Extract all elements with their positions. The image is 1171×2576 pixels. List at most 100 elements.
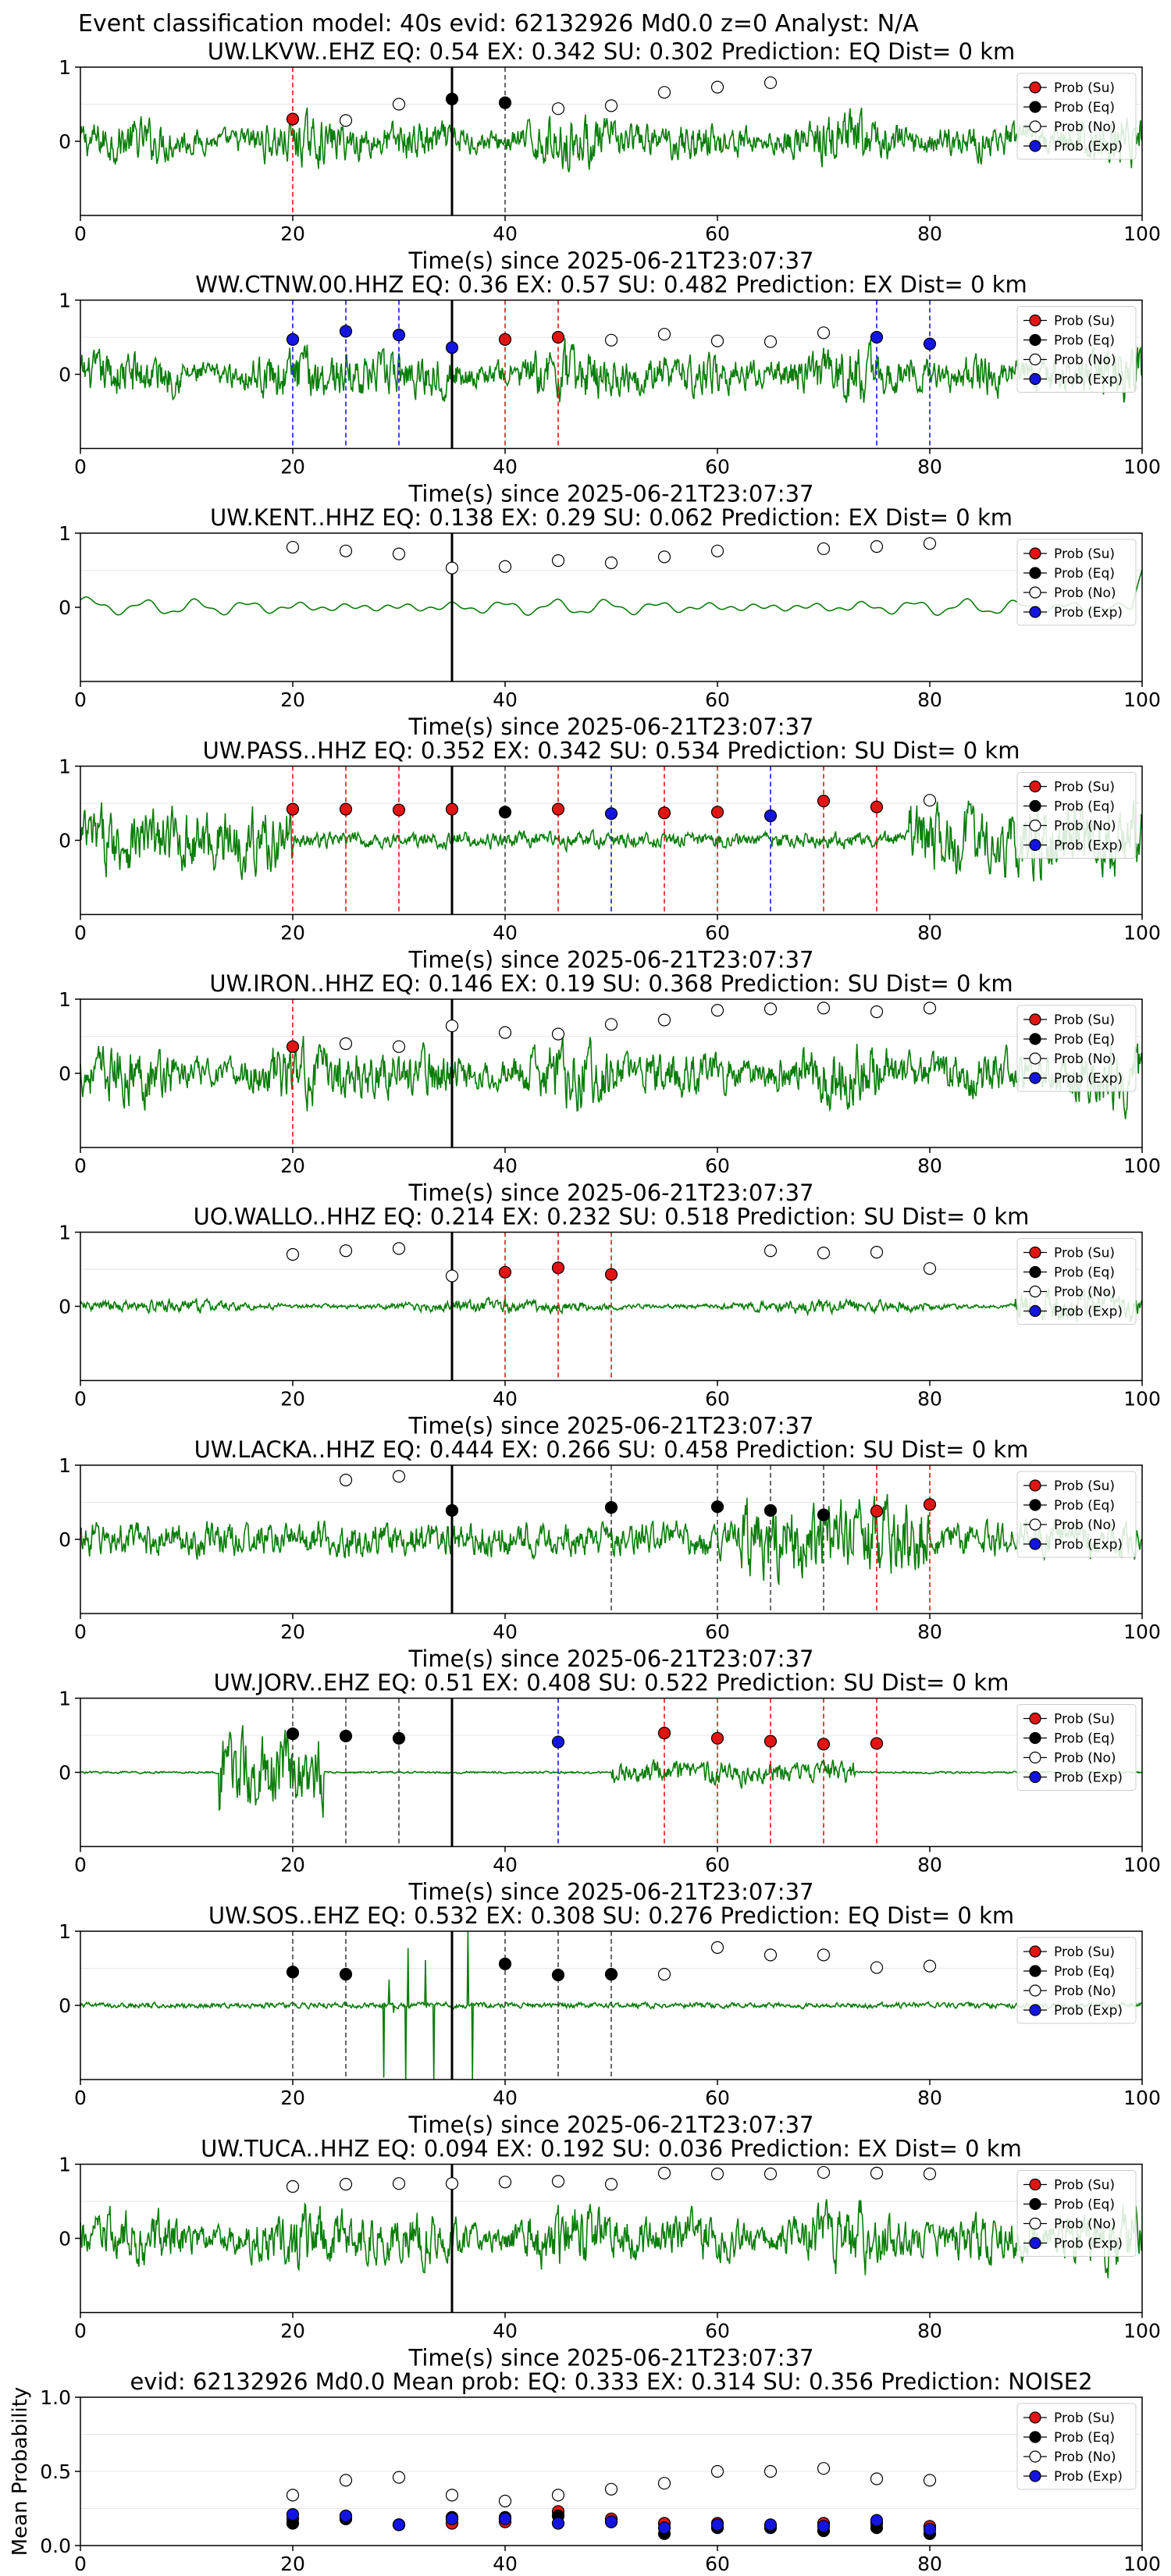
- legend-marker-su: [1029, 780, 1041, 793]
- x-tick-label: 80: [917, 922, 942, 945]
- mean-point-exp: [339, 2509, 353, 2523]
- x-tick-label: 20: [280, 2553, 305, 2575]
- prob-marker-no: [445, 1019, 459, 1033]
- mean-point-exp: [286, 2508, 300, 2521]
- legend-marker-su: [1029, 2411, 1041, 2424]
- legend-marker-exp: [1029, 372, 1041, 386]
- mean-point-no: [445, 2489, 459, 2502]
- x-tick-label: 60: [705, 2087, 730, 2109]
- legend-label: Prob (No): [1054, 819, 1116, 834]
- legend-marker-su: [1029, 314, 1041, 327]
- legend-marker-no: [1029, 1052, 1041, 1065]
- legend-marker-eq: [1029, 101, 1041, 113]
- x-tick-label: 60: [705, 688, 730, 711]
- prob-marker-su: [339, 802, 353, 816]
- x-tick-label: 40: [493, 2320, 518, 2343]
- legend: Prob (Su) Prob (Eq) Prob (No) Prob (Exp): [1016, 1471, 1137, 1558]
- prob-marker-no: [339, 544, 353, 557]
- y-tick-label: 0: [59, 130, 71, 153]
- legend: Prob (Su) Prob (Eq) Prob (No) Prob (Exp): [1016, 2170, 1137, 2257]
- x-axis-label: Time(s) since 2025-06-21T23:07:37: [408, 2112, 814, 2138]
- legend: Prob (Su) Prob (Eq) Prob (No) Prob (Exp): [1016, 2403, 1137, 2490]
- y-tick-label: 0: [59, 1062, 71, 1085]
- x-tick-label: 60: [705, 2553, 730, 2575]
- y-tick-label: 0.5: [40, 2460, 71, 2483]
- mean-point-exp: [817, 2520, 831, 2533]
- waveform-trace: [80, 569, 1143, 617]
- x-axis-label: Time(s) since 2025-06-21T23:07:37: [408, 947, 814, 973]
- mean-probability-panel: evid: 62132926 Md0.0 Mean prob: EQ: 0.33…: [9, 2368, 1161, 2575]
- prob-marker-no: [498, 1026, 512, 1039]
- x-axis-label: Time(s) since 2025-06-21T23:07:37: [408, 2345, 814, 2371]
- prob-marker-su: [710, 806, 724, 819]
- y-tick-label: 0: [59, 364, 71, 386]
- prob-marker-no: [870, 539, 884, 553]
- legend-box: [1016, 2170, 1137, 2257]
- x-tick-label: 20: [280, 2087, 305, 2109]
- legend-label: Prob (Su): [1054, 1944, 1115, 1960]
- legend: Prob (Su) Prob (Eq) Prob (No) Prob (Exp): [1016, 1005, 1137, 1092]
- station-panel-2: UW.KENT..HHZ EQ: 0.138 EX: 0.29 SU: 0.06…: [59, 504, 1161, 740]
- legend-label: Prob (Eq): [1054, 566, 1115, 582]
- x-tick-label: 100: [1123, 2553, 1161, 2575]
- mean-point-exp: [604, 2515, 618, 2528]
- y-tick-label: 0: [59, 1296, 71, 1318]
- prob-marker-no: [551, 554, 565, 568]
- prob-marker-no: [870, 1246, 884, 1259]
- legend-marker-no: [1029, 1518, 1041, 1531]
- x-axis-label: Time(s) since 2025-06-21T23:07:37: [408, 481, 814, 507]
- legend-label: Prob (Exp): [1054, 838, 1123, 854]
- prob-marker-eq: [392, 1731, 406, 1745]
- prob-marker-eq: [763, 1503, 778, 1517]
- legend-label: Prob (Su): [1054, 80, 1115, 96]
- legend-marker-exp: [1029, 838, 1041, 852]
- legend-label: Prob (No): [1054, 2450, 1116, 2465]
- legend-label: Prob (Eq): [1054, 100, 1115, 116]
- prob-marker-no: [763, 2167, 778, 2180]
- prob-marker-su: [817, 795, 831, 808]
- legend-label: Prob (Eq): [1054, 1032, 1115, 1048]
- prob-marker-su: [710, 1731, 724, 1745]
- prob-marker-su: [286, 802, 300, 816]
- x-tick-label: 60: [705, 456, 730, 479]
- legend-label: Prob (Su): [1054, 1012, 1115, 1028]
- legend-label: Prob (Eq): [1054, 333, 1115, 349]
- legend-box: [1016, 772, 1137, 859]
- mean-point-no: [710, 2464, 724, 2478]
- legend-box: [1016, 2403, 1137, 2490]
- prob-marker-no: [763, 1244, 778, 1258]
- prob-marker-su: [498, 1265, 512, 1279]
- prob-marker-no: [763, 1948, 778, 1962]
- y-tick-label: 1: [59, 988, 71, 1011]
- y-tick-label: 1: [59, 1222, 71, 1244]
- y-tick-label: 0: [59, 1762, 71, 1784]
- prob-marker-exp: [551, 1735, 565, 1749]
- prob-marker-su: [551, 1261, 565, 1275]
- prob-marker-no: [551, 1027, 565, 1041]
- legend-box: [1016, 1471, 1137, 1558]
- legend-marker-exp: [1029, 2470, 1041, 2482]
- prob-marker-no: [817, 1948, 831, 1962]
- x-tick-label: 40: [493, 1621, 518, 1643]
- prob-marker-no: [604, 1018, 618, 1031]
- legend: Prob (Su) Prob (Eq) Prob (No) Prob (Exp): [1016, 1937, 1137, 2024]
- mean-point-no: [870, 2472, 884, 2485]
- y-tick-label: 0: [59, 596, 71, 619]
- station-panel-8: UW.SOS..EHZ EQ: 0.532 EX: 0.308 SU: 0.27…: [59, 1902, 1161, 2138]
- mean-point-no: [657, 2477, 671, 2490]
- x-tick-label: 100: [1123, 1621, 1161, 1643]
- prob-marker-exp: [923, 337, 937, 350]
- x-axis-label: Time(s) since 2025-06-21T23:07:37: [408, 1646, 814, 1672]
- station-panel-1: WW.CTNW.00.HHZ EQ: 0.36 EX: 0.57 SU: 0.4…: [59, 272, 1161, 507]
- x-tick-label: 0: [74, 688, 87, 711]
- x-tick-label: 80: [917, 1388, 942, 1411]
- prob-marker-no: [817, 1002, 831, 1015]
- mean-point-no: [923, 2474, 937, 2487]
- waveform-trace: [80, 107, 1143, 173]
- legend-label: Prob (Exp): [1054, 1770, 1123, 1786]
- legend-label: Prob (Su): [1054, 2178, 1115, 2194]
- x-tick-label: 0: [74, 1155, 87, 1177]
- y-tick-label: 0: [59, 830, 71, 852]
- prob-marker-no: [710, 80, 724, 94]
- prob-marker-no: [392, 2177, 406, 2190]
